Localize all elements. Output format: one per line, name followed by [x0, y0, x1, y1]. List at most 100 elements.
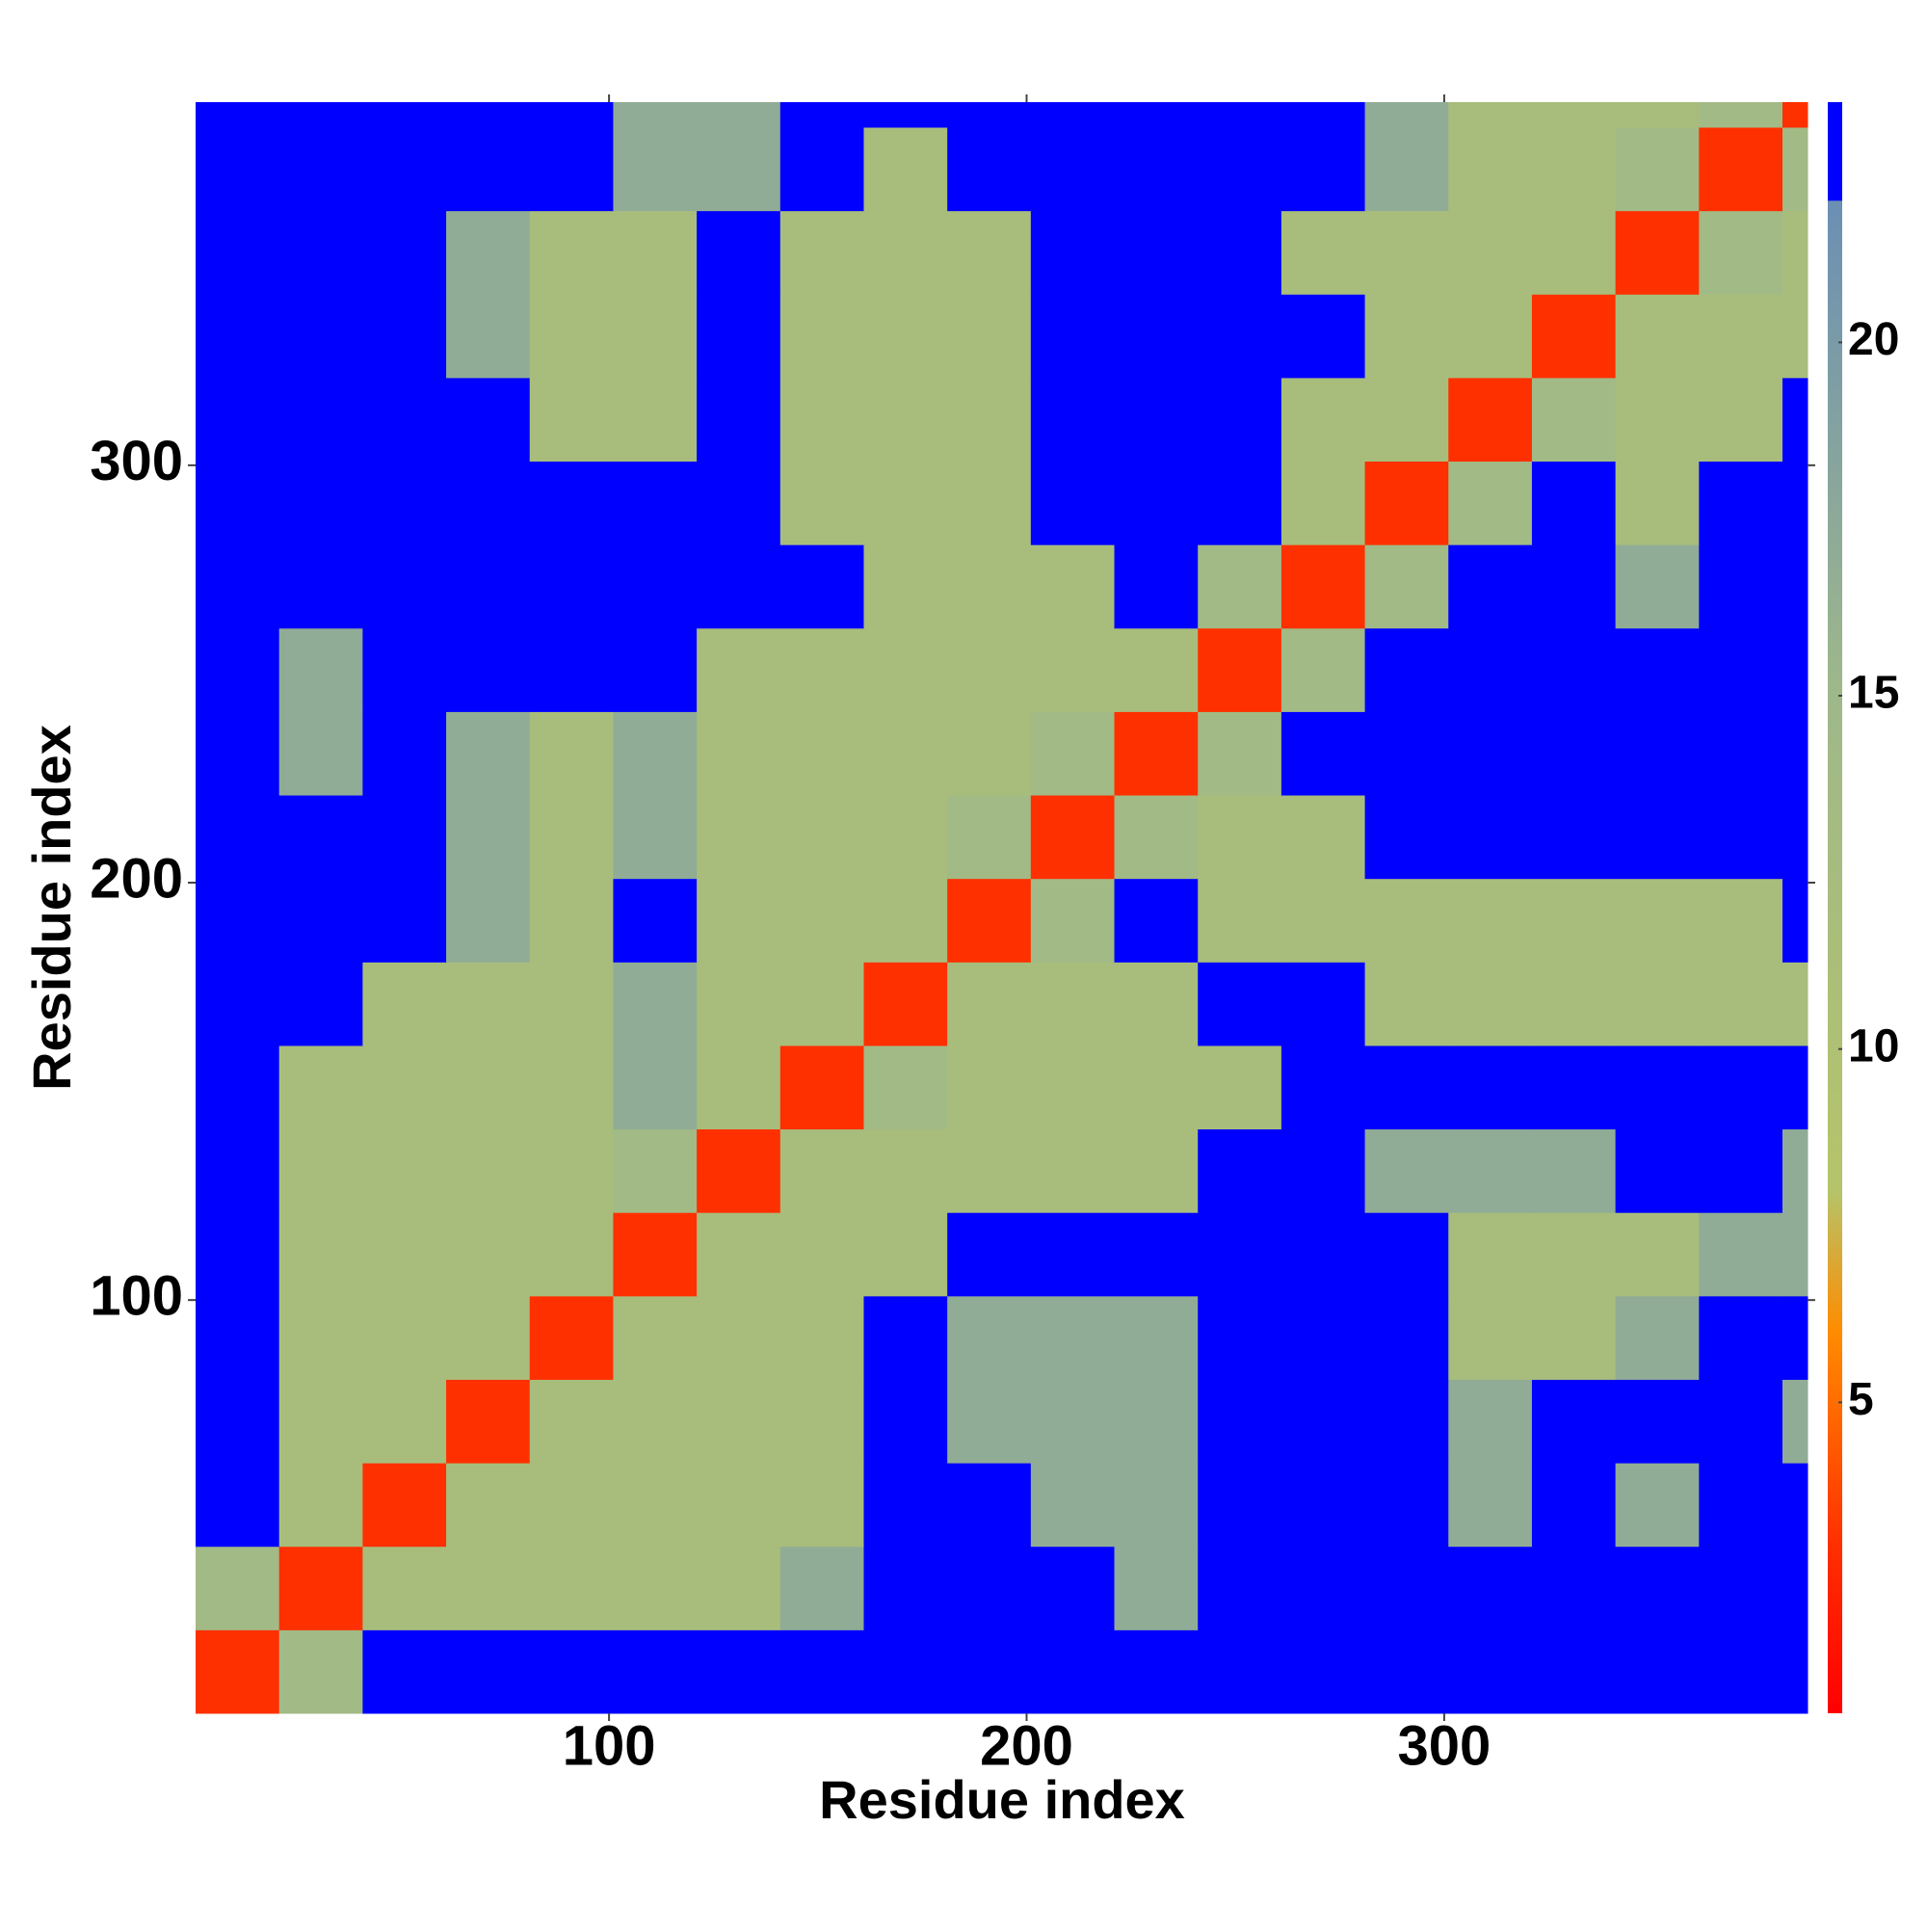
heatmap-cell [1114, 544, 1199, 629]
heatmap-cell [446, 544, 531, 629]
heatmap-cell [1364, 1212, 1449, 1297]
heatmap-cell [613, 1629, 698, 1714]
heatmap-cell [1364, 1045, 1449, 1130]
heatmap-cell [529, 461, 614, 545]
heatmap-cell [1364, 1295, 1449, 1380]
heatmap-cell [1615, 294, 1700, 379]
heatmap-cell [1531, 102, 1617, 128]
heatmap-cell [779, 1128, 864, 1213]
heatmap-cell [362, 711, 447, 796]
heatmap-cell [446, 627, 531, 712]
heatmap-cell [1198, 795, 1282, 880]
heatmap-cell [278, 1546, 363, 1630]
colorbar-tick-label: 20 [1848, 314, 1899, 365]
heatmap-cell [1280, 1629, 1366, 1714]
heatmap-cell [1782, 1045, 1808, 1130]
heatmap-cell [1280, 126, 1366, 212]
heatmap-cell [1782, 544, 1808, 629]
heatmap-cell [779, 377, 864, 463]
heatmap-cell [947, 377, 1032, 463]
heatmap-cell [1615, 1295, 1700, 1380]
heatmap-cell [947, 126, 1032, 212]
heatmap-cell [1030, 1379, 1116, 1464]
heatmap-cell [1114, 102, 1199, 128]
heatmap-cell [362, 544, 447, 629]
heatmap-cell [697, 795, 781, 880]
heatmap-cell [1699, 878, 1783, 963]
heatmap-cell [863, 1045, 948, 1130]
heatmap-cell [278, 1045, 363, 1130]
heatmap-cell [1280, 102, 1366, 128]
heatmap-cell [1699, 1212, 1783, 1297]
heatmap-cell [947, 1295, 1032, 1380]
heatmap-cell [1198, 878, 1282, 963]
heatmap-cell [278, 1212, 363, 1297]
heatmap-cell [196, 1546, 280, 1630]
heatmap-cell [947, 795, 1032, 880]
heatmap-cell [1531, 1295, 1617, 1380]
heatmap-cell [362, 1629, 447, 1714]
heatmap-cell [362, 627, 447, 712]
heatmap-cell [947, 210, 1032, 295]
heatmap-cell [362, 1128, 447, 1213]
heatmap-cell [697, 377, 781, 463]
heatmap-cell [1280, 1212, 1366, 1297]
heatmap-cell [446, 126, 531, 212]
heatmap-cell [1030, 627, 1116, 712]
heatmap-cell [362, 102, 447, 128]
heatmap-cell [1531, 1463, 1617, 1548]
heatmap-cell [1280, 1546, 1366, 1630]
heatmap-cell [1030, 544, 1116, 629]
heatmap-cell [196, 294, 280, 379]
heatmap-cell [1531, 377, 1617, 463]
heatmap-cell [278, 461, 363, 545]
heatmap-cell [1615, 544, 1700, 629]
heatmap-cell [1615, 1379, 1700, 1464]
heatmap-cell [1198, 962, 1282, 1046]
heatmap-cell [529, 1045, 614, 1130]
heatmap-cell [1280, 544, 1366, 629]
heatmap-cell [947, 1379, 1032, 1464]
heatmap-cell [1699, 102, 1783, 128]
heatmap-cell [947, 962, 1032, 1046]
heatmap-cell [1114, 962, 1199, 1046]
heatmap-cell [1448, 126, 1533, 212]
heatmap-cell [697, 210, 781, 295]
heatmap-cell [1448, 544, 1533, 629]
heatmap-cell [529, 627, 614, 712]
heatmap-cell [196, 1295, 280, 1380]
heatmap-cell [1615, 210, 1700, 295]
heatmap-cell [613, 461, 698, 545]
heatmap-cell [1448, 1212, 1533, 1297]
heatmap-cell [1280, 1463, 1366, 1548]
heatmap-cell [1699, 1295, 1783, 1380]
heatmap-cell [529, 377, 614, 463]
heatmap-cell [947, 1128, 1032, 1213]
heatmap-cell [1531, 1629, 1617, 1714]
heatmap-cell [446, 878, 531, 963]
heatmap-cell [278, 102, 363, 128]
heatmap-cell [1280, 294, 1366, 379]
heatmap-cell [1615, 962, 1700, 1046]
heatmap-cell [1030, 795, 1116, 880]
heatmap-cell [1448, 878, 1533, 963]
heatmap-cell [278, 377, 363, 463]
heatmap-cell [1448, 1295, 1533, 1380]
heatmap-cell [1030, 126, 1116, 212]
heatmap-cell [1280, 1045, 1366, 1130]
heatmap-cell [196, 878, 280, 963]
heatmap-cell [1699, 1128, 1783, 1213]
heatmap-cell [529, 544, 614, 629]
heatmap-cell [362, 1546, 447, 1630]
heatmap-cell [196, 102, 280, 128]
heatmap-cell [613, 1546, 698, 1630]
heatmap-cell [613, 210, 698, 295]
heatmap-cell [1615, 878, 1700, 963]
heatmap-cell [1030, 1045, 1116, 1130]
heatmap-cell [779, 210, 864, 295]
heatmap-cell [1699, 377, 1783, 463]
heatmap-cell [613, 627, 698, 712]
heatmap-cell [613, 711, 698, 796]
